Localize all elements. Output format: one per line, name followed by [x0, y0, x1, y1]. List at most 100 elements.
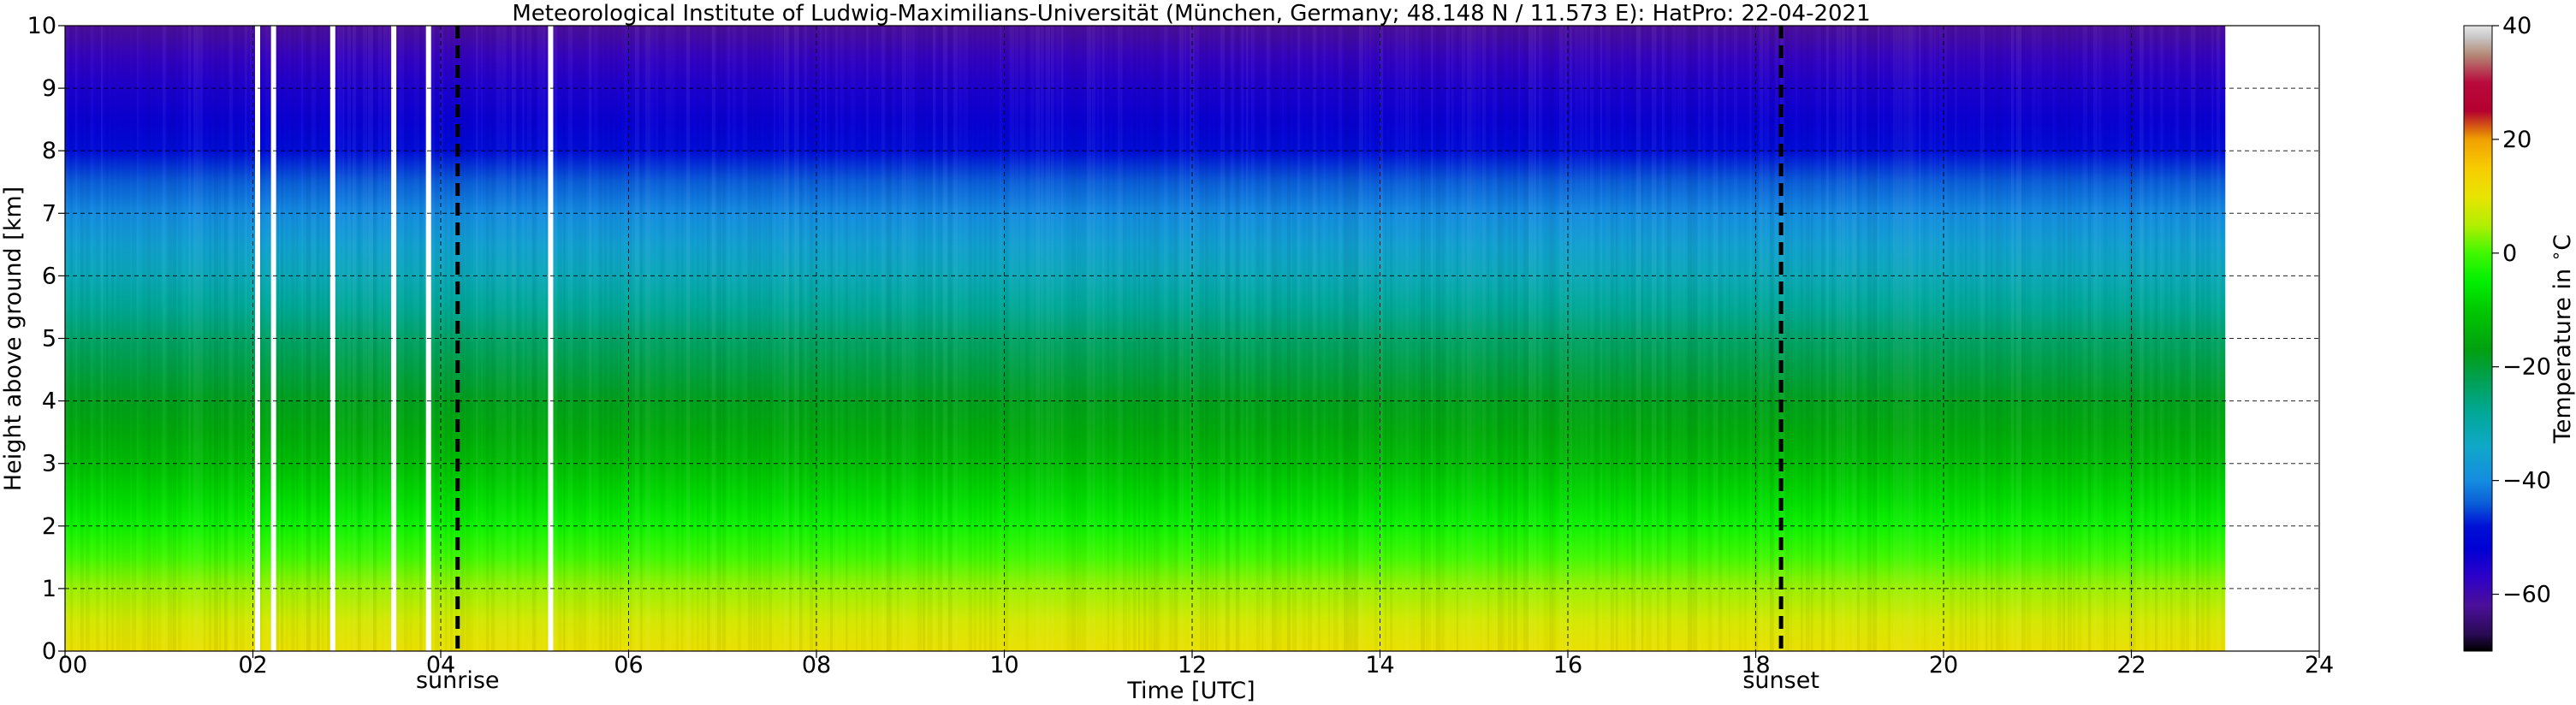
- x-tick-label: 10: [989, 652, 1018, 678]
- texture-stripe: [1631, 26, 1635, 651]
- colorbar-tick-label: 40: [2502, 13, 2531, 39]
- x-axis-label: Time [UTC]: [1126, 678, 1255, 704]
- texture-stripe: [717, 26, 721, 651]
- y-tick-label: 3: [42, 451, 56, 477]
- texture-stripe: [306, 26, 311, 651]
- texture-stripe: [486, 26, 490, 651]
- colorbar-tick-label: −60: [2502, 582, 2551, 608]
- texture-stripe: [1842, 26, 1845, 651]
- colorbar-label: Temperature in ∘C: [2545, 234, 2576, 444]
- texture-stripe: [2016, 26, 2021, 651]
- x-tick-label: 22: [2116, 652, 2146, 678]
- texture-stripe: [609, 26, 614, 651]
- colorbar-strip: [2463, 25, 2493, 652]
- x-tick-label: 18: [1741, 652, 1770, 678]
- texture-stripe: [1410, 26, 1412, 651]
- texture-stripe: [363, 26, 368, 651]
- texture-stripe: [147, 26, 151, 651]
- texture-stripe: [368, 26, 373, 651]
- colorbar-tick-label: −40: [2502, 468, 2551, 495]
- texture-stripe: [887, 26, 892, 651]
- texture-stripe: [1754, 26, 1759, 651]
- texture-stripe: [2140, 26, 2144, 651]
- texture-stripe: [532, 26, 537, 651]
- texture-stripe: [1087, 26, 1092, 651]
- texture-stripe: [1980, 26, 1985, 651]
- texture-stripe: [1826, 26, 1829, 651]
- texture-stripe: [953, 26, 959, 651]
- chart-title: Meteorological Institute of Ludwig-Maxim…: [512, 1, 1870, 27]
- texture-stripe: [1595, 26, 1598, 651]
- y-tick-label: 4: [42, 388, 56, 415]
- texture-stripe: [460, 26, 465, 651]
- texture-stripe: [933, 26, 936, 651]
- colorbar-tick-label: −20: [2502, 354, 2551, 381]
- y-tick-label: 2: [42, 513, 56, 540]
- texture-stripe: [86, 26, 90, 651]
- x-tick-label: 14: [1365, 652, 1394, 678]
- texture-stripe: [1770, 26, 1774, 651]
- texture-stripe: [1354, 26, 1358, 651]
- missing-data-gap: [329, 26, 335, 651]
- texture-stripe: [1118, 26, 1123, 651]
- texture-stripe: [1534, 26, 1537, 651]
- texture-stripe: [1349, 26, 1354, 651]
- y-tick-label: 9: [42, 75, 56, 102]
- texture-stripe: [902, 26, 907, 651]
- texture-stripe: [856, 26, 858, 651]
- x-tick-label: 08: [802, 652, 831, 678]
- texture-stripe: [1287, 26, 1291, 651]
- texture-stripe: [1965, 26, 1968, 651]
- x-axis-ticks: 00 02 04 06 08 10 12 14 16 18 20 22 24: [58, 651, 2334, 678]
- texture-stripe: [301, 26, 303, 651]
- texture-stripe: [1071, 26, 1077, 651]
- texture-stripe: [1785, 26, 1790, 651]
- texture-stripe: [70, 26, 73, 651]
- texture-stripe: [1626, 26, 1629, 651]
- texture-stripe: [383, 26, 389, 651]
- y-tick-label: 10: [27, 13, 56, 39]
- texture-stripe: [1523, 26, 1528, 651]
- missing-data-gap: [391, 26, 397, 651]
- texture-stripe: [1919, 26, 1921, 651]
- x-tick-label: 02: [238, 652, 267, 678]
- x-tick-label: 12: [1178, 652, 1207, 678]
- y-tick-label: 0: [42, 638, 56, 665]
- texture-stripe: [1888, 26, 1890, 651]
- sun-event-lines: [455, 26, 1784, 651]
- event-label-sunset: sunset: [1742, 667, 1819, 694]
- texture-stripe: [1457, 26, 1459, 651]
- texture-stripe: [645, 26, 650, 651]
- sun-event-labels: sunrise sunset: [416, 667, 1819, 694]
- texture-stripe: [1272, 26, 1277, 651]
- texture-stripe: [1795, 26, 1797, 651]
- texture-stripe: [1518, 26, 1520, 651]
- texture-stripe: [2134, 26, 2136, 651]
- texture-stripe: [1641, 26, 1644, 651]
- texture-stripe: [2088, 26, 2092, 651]
- y-tick-label: 1: [42, 576, 56, 602]
- texture-stripe: [1503, 26, 1505, 651]
- texture-stripe: [2073, 26, 2075, 651]
- texture-stripe: [1364, 26, 1367, 651]
- texture-stripe: [2196, 26, 2199, 651]
- texture-stripe: [209, 26, 211, 651]
- texture-stripe: [2211, 26, 2214, 651]
- colorbar: 40 20 0 −20 −40 −60 Temperature in ∘C: [2463, 13, 2576, 652]
- x-tick-label: 16: [1553, 652, 1582, 678]
- texture-stripe: [1703, 26, 1706, 651]
- event-label-sunrise: sunrise: [416, 667, 500, 694]
- texture-stripe: [794, 26, 799, 651]
- colorbar-tick-label: 20: [2502, 127, 2531, 153]
- x-tick-label: 24: [2305, 652, 2334, 678]
- y-tick-label: 6: [42, 263, 56, 289]
- texture-stripe: [1873, 26, 1877, 651]
- texture-stripe: [810, 26, 814, 651]
- plot-area: [64, 25, 2320, 652]
- texture-stripe: [1657, 26, 1659, 651]
- texture-stripe: [2057, 26, 2062, 651]
- x-tick-label: 20: [1929, 652, 1958, 678]
- texture-stripe: [1318, 26, 1321, 651]
- texture-stripe: [101, 26, 104, 651]
- texture-stripe: [1908, 26, 1914, 651]
